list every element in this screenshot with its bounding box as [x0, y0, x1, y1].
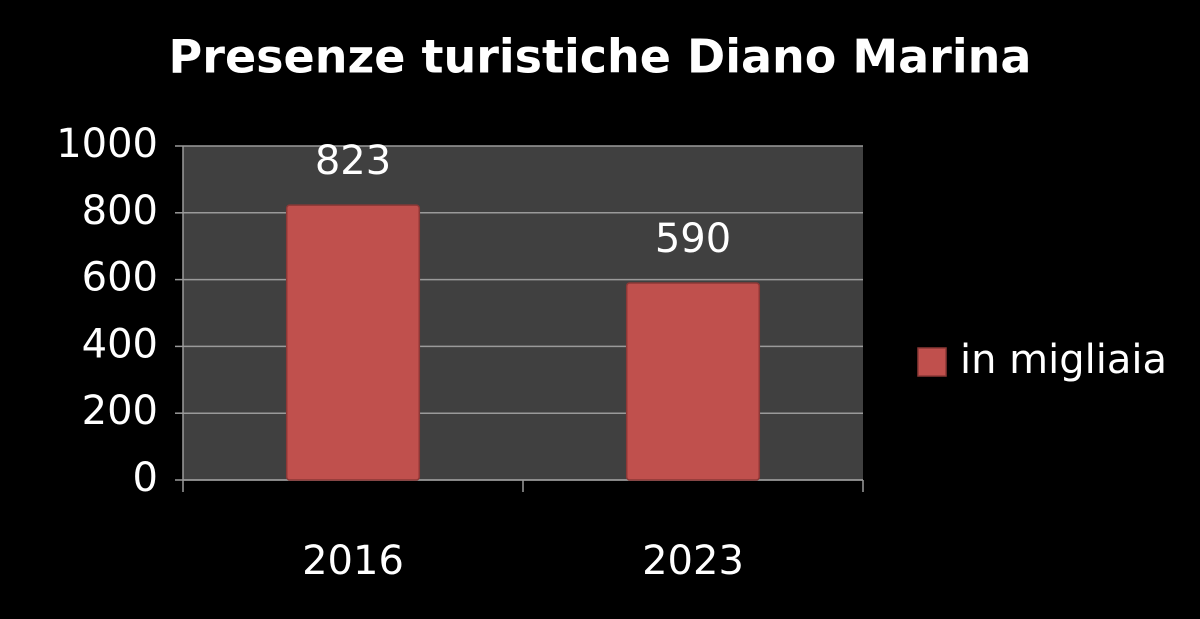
data-label: 823: [315, 138, 391, 184]
legend-swatch: [917, 347, 947, 377]
y-tick-label: 800: [82, 188, 158, 234]
y-tick-label: 0: [133, 455, 158, 501]
y-tick-label: 400: [82, 321, 158, 367]
bar: [625, 282, 761, 481]
x-tick-label: 2016: [302, 538, 404, 584]
x-tick-label: 2023: [642, 538, 744, 584]
y-tick-label: 200: [82, 388, 158, 434]
plot-area: [183, 146, 863, 480]
chart-title: Presenze turistiche Diano Marina: [169, 30, 1032, 84]
bar: [285, 204, 421, 481]
legend-label: in migliaia: [960, 337, 1167, 383]
data-label: 590: [655, 216, 731, 262]
y-tick-label: 600: [82, 255, 158, 301]
y-tick-label: 1000: [56, 121, 158, 167]
